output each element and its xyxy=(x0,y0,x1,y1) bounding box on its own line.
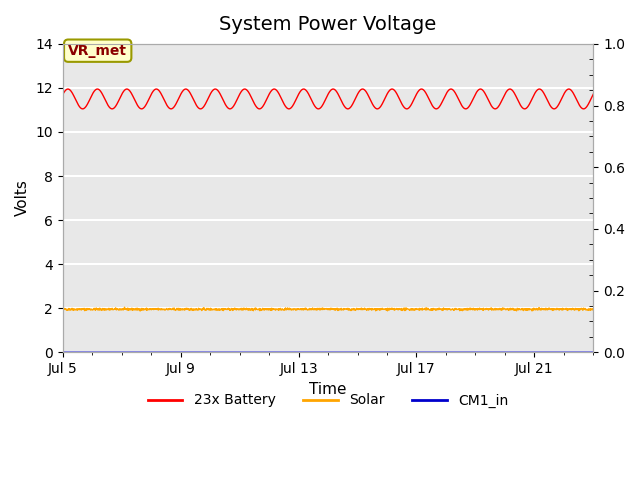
CM1_in xyxy=(59,349,67,355)
23x Battery xyxy=(93,86,101,92)
CM1_in xyxy=(421,349,429,355)
CM1_in xyxy=(589,349,597,355)
CM1_in xyxy=(275,349,283,355)
Line: Solar: Solar xyxy=(63,307,593,311)
23x Battery xyxy=(90,89,97,95)
23x Battery xyxy=(278,98,286,104)
Solar xyxy=(90,307,97,312)
CM1_in xyxy=(257,349,265,355)
CM1_in xyxy=(90,349,97,355)
Solar xyxy=(589,306,597,312)
23x Battery xyxy=(422,90,429,96)
X-axis label: Time: Time xyxy=(309,382,347,396)
23x Battery xyxy=(276,93,284,98)
Solar xyxy=(173,306,180,312)
23x Battery xyxy=(258,105,266,110)
23x Battery xyxy=(79,106,86,112)
Solar xyxy=(136,308,144,314)
Solar xyxy=(278,307,286,312)
Solar xyxy=(121,304,129,310)
Line: 23x Battery: 23x Battery xyxy=(63,89,593,109)
CM1_in xyxy=(172,349,180,355)
Solar xyxy=(422,307,429,312)
Solar xyxy=(59,306,67,312)
Text: VR_met: VR_met xyxy=(68,44,127,58)
Solar xyxy=(276,306,284,312)
Title: System Power Voltage: System Power Voltage xyxy=(220,15,436,34)
Solar xyxy=(258,307,266,312)
23x Battery xyxy=(59,91,67,97)
23x Battery xyxy=(173,100,180,106)
Legend: 23x Battery, Solar, CM1_in: 23x Battery, Solar, CM1_in xyxy=(142,388,514,413)
23x Battery xyxy=(589,91,597,97)
CM1_in xyxy=(278,349,286,355)
Y-axis label: Volts: Volts xyxy=(15,180,30,216)
